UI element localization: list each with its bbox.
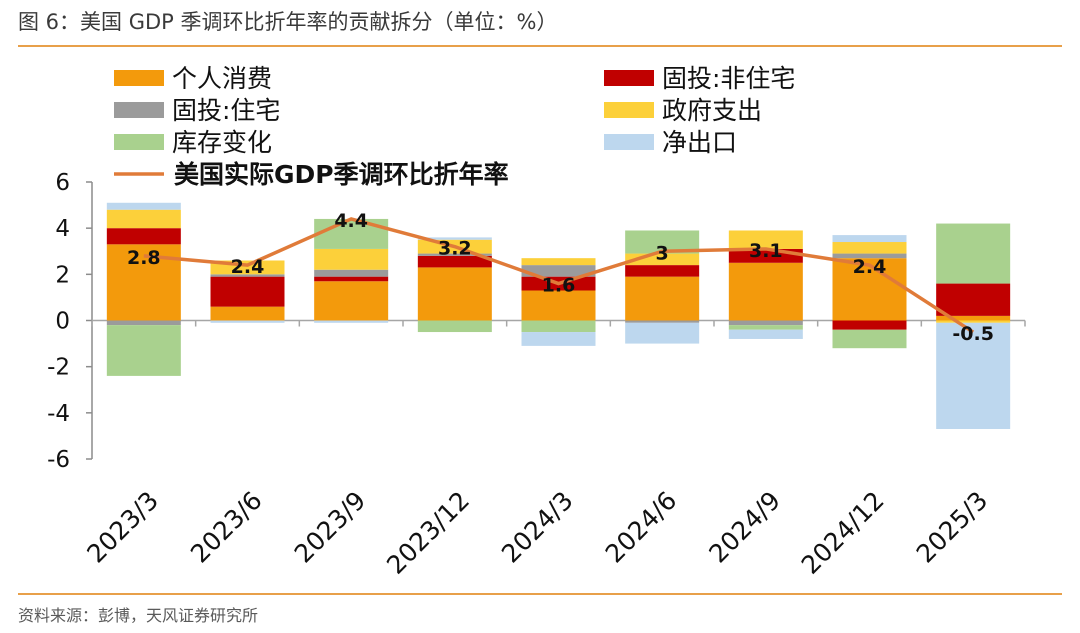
legend-label-库存变化: 库存变化: [172, 128, 272, 157]
data-label-2024-6: 3: [656, 242, 669, 264]
legend-label-个人消费: 个人消费: [172, 64, 272, 93]
bar-政府支出-2025-3: [936, 320, 1011, 323]
bar-固投-住宅-2023-9: [314, 269, 389, 277]
x-tick-label-2024-9: 2024/9: [703, 486, 786, 569]
x-axis: 2023/3 2023/6 2023/9 2023/12 2024/3 2024/6 202…: [81, 319, 1026, 580]
bar-固投-住宅-2024-3: [521, 265, 596, 277]
y-axis: 6 4 2 0 -2 -4 -6: [47, 170, 93, 473]
bar-库存变化-2024-9: [728, 325, 803, 330]
bar-固投-住宅-2024-9: [728, 320, 803, 326]
bar-净出口-2023-3: [106, 202, 181, 210]
bar-固投-住宅-2023-3: [106, 320, 181, 326]
title-rule: [18, 45, 1062, 47]
bar-政府支出-2023-3: [106, 209, 181, 229]
x-tick-label-2023-12: 2023/12: [381, 486, 475, 580]
x-tick-label-2024-3: 2024/3: [496, 486, 579, 569]
x-tick-label-2024-6: 2024/6: [600, 486, 683, 569]
bar-固投-非住宅-2023-3: [106, 228, 181, 245]
y-tick-label: 4: [55, 216, 70, 242]
bar-库存变化-2023-3: [106, 325, 181, 376]
bar-库存变化-2024-6: [625, 230, 700, 254]
data-label-2023-12: 3.2: [438, 238, 472, 260]
x-tick-label-2024-12: 2024/12: [796, 486, 890, 580]
line-美国实际GDP季调环比折年率: [143, 217, 975, 334]
bar-个人消费-2024-9: [728, 262, 803, 321]
legend-swatch-固投-住宅: [114, 102, 164, 118]
legend-swatch-净出口: [604, 134, 654, 150]
bar-固投-住宅-2023-6: [210, 274, 285, 277]
bar-固投-非住宅-2023-12: [417, 255, 492, 268]
gdp-growth-line: [143, 217, 975, 334]
x-tick-label-2025-3: 2025/3: [911, 486, 994, 569]
x-tick-label-2023-9: 2023/9: [289, 486, 372, 569]
bar-个人消费-2024-12: [832, 258, 907, 321]
bar-固投-住宅-2024-6: [625, 320, 700, 323]
bar-政府支出-2024-12: [832, 242, 907, 254]
figure-title: 图 6：美国 GDP 季调环比折年率的贡献拆分（单位：%）: [18, 10, 558, 34]
legend-label-line: 美国实际GDP季调环比折年率: [174, 160, 509, 189]
source-rule: [18, 593, 1062, 595]
data-label-2023-3: 2.8: [127, 247, 161, 269]
y-tick-label: 0: [55, 309, 70, 335]
legend-label-净出口: 净出口: [662, 128, 737, 157]
bar-个人消费-2024-3: [521, 290, 596, 321]
bar-净出口-2024-12: [832, 235, 907, 243]
data-label-2023-6: 2.4: [231, 256, 265, 278]
y-tick-label: -4: [47, 401, 70, 427]
data-label-2024-12: 2.4: [853, 256, 887, 278]
bar-净出口-2023-6: [210, 320, 285, 323]
bar-库存变化-2024-3: [521, 320, 596, 333]
bar-净出口-2024-9: [728, 329, 803, 339]
bar-固投-住宅-2023-12: [417, 253, 492, 256]
legend-label-政府支出: 政府支出: [662, 96, 762, 125]
bar-政府支出-2024-6: [625, 253, 700, 266]
bar-净出口-2025-3: [936, 322, 1011, 429]
x-tick-label-2023-6: 2023/6: [185, 486, 268, 569]
legend-label-固投-住宅: 固投:住宅: [172, 96, 280, 125]
bar-库存变化-2023-12: [417, 320, 492, 333]
bar-库存变化-2024-12: [832, 329, 907, 349]
bar-固投-非住宅-2024-6: [625, 265, 700, 277]
gdp-contribution-chart: 6 4 2 0 -2 -4 -6 2023/3 2023/6 2023/9 2023/12 2024…: [47, 64, 1026, 580]
data-label-2023-9: 4.4: [334, 210, 368, 232]
y-tick-label: -2: [47, 355, 70, 381]
bar-净出口-2024-3: [521, 332, 596, 346]
legend-swatch-政府支出: [604, 102, 654, 118]
bar-个人消费-2023-9: [314, 281, 389, 321]
bar-政府支出-2024-3: [521, 258, 596, 266]
bar-净出口-2023-12: [417, 237, 492, 240]
y-tick-label: 6: [55, 170, 70, 196]
bar-库存变化-2025-3: [936, 223, 1011, 284]
bar-净出口-2024-6: [625, 322, 700, 344]
bar-固投-非住宅-2023-9: [314, 276, 389, 282]
bar-个人消费-2025-3: [936, 315, 1011, 321]
bar-个人消费-2023-6: [210, 306, 285, 321]
bar-固投-非住宅-2025-3: [936, 283, 1011, 316]
bar-个人消费-2024-6: [625, 276, 700, 321]
y-tick-label: -6: [47, 447, 70, 473]
bar-固投-住宅-2024-12: [832, 253, 907, 259]
legend-swatch-库存变化: [114, 134, 164, 150]
data-label-2024-9: 3.1: [749, 240, 783, 262]
bar-固投-非住宅-2024-12: [832, 320, 907, 330]
bar-净出口-2023-9: [314, 320, 389, 323]
bar-政府支出-2024-9: [728, 230, 803, 249]
y-tick-label: 2: [55, 262, 70, 288]
source-note: 资料来源：彭博，天风证券研究所: [18, 606, 259, 625]
line-data-labels: 2.8 2.4 4.4 3.2 1.6 3 3.1 2.4 -0.5: [127, 210, 994, 345]
x-tick-label-2023-3: 2023/3: [81, 486, 164, 569]
bar-个人消费-2023-12: [417, 267, 492, 321]
data-label-2025-3: -0.5: [952, 323, 994, 345]
legend-swatch-个人消费: [114, 70, 164, 86]
legend-label-固投-非住宅: 固投:非住宅: [662, 64, 795, 93]
bar-固投-非住宅-2023-6: [210, 276, 285, 307]
data-label-2024-3: 1.6: [542, 275, 576, 297]
legend-swatch-固投-非住宅: [604, 70, 654, 86]
bar-政府支出-2023-9: [314, 248, 389, 270]
stacked-bars: [106, 202, 1011, 429]
